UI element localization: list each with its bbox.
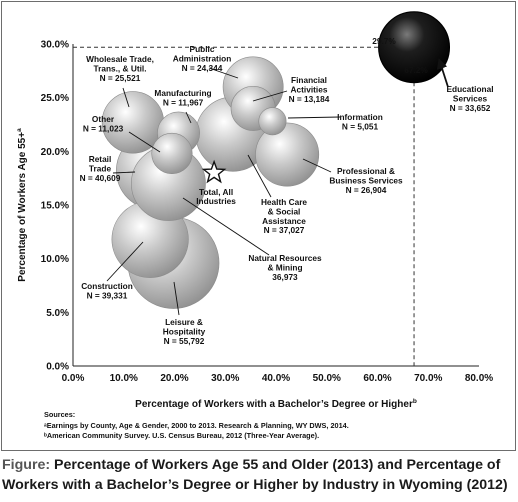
label-wholesale-trade-trans-util-: Wholesale Trade, Trans., & Util. N = 25,52… bbox=[86, 54, 154, 83]
x-tick-label: 40.0% bbox=[262, 373, 290, 384]
x-tick-label: 70.0% bbox=[414, 373, 442, 384]
label-total-all-industries: Total, All Industries bbox=[196, 187, 236, 206]
label-information: Information N = 5,051 bbox=[337, 112, 383, 131]
bubble-chart: 0.0% 10.0% 20.0% 30.0% 40.0% 50.0% 60.0% 70.0% 8… bbox=[16, 11, 494, 410]
callout-line-retail-trade bbox=[112, 171, 136, 174]
x-tick-label: 0.0% bbox=[62, 373, 85, 384]
caption-lead: Figure: bbox=[2, 457, 51, 473]
label-manufacturing: Manufacturing N = 11,967 bbox=[154, 88, 211, 107]
x-tick-label: 20.0% bbox=[160, 373, 188, 384]
y-tick-label: 30.0% bbox=[41, 40, 69, 51]
caption-text: Percentage of Workers Age 55 and Older (… bbox=[2, 457, 508, 493]
x-tick-label: 10.0% bbox=[110, 373, 138, 384]
label-health-care-social-assistance: Health Care & Social Assistance N = 37,027 bbox=[261, 197, 307, 235]
sources-title: Sources: bbox=[44, 410, 76, 419]
callout-line-other bbox=[128, 131, 161, 153]
total-star-marker bbox=[201, 159, 227, 184]
callout-line-information bbox=[287, 116, 341, 119]
x-tick-label: 60.0% bbox=[363, 373, 391, 384]
y-tick-label: 15.0% bbox=[41, 201, 69, 212]
callout-line-manufacturing bbox=[185, 111, 192, 124]
edu-x-value-label: 67.2% bbox=[404, 65, 428, 75]
bubble-professional-business-services bbox=[255, 122, 320, 187]
bubble-educational-services bbox=[378, 11, 451, 84]
y-tick-label: 5.0% bbox=[46, 308, 69, 319]
y-axis-title: Percentage of Workers Age 55+a bbox=[16, 128, 28, 282]
x-tick-label: 50.0% bbox=[313, 373, 341, 384]
label-professional-business-services: Professional & Business Services N = 26,90… bbox=[329, 166, 403, 195]
label-other: Other N = 11,023 bbox=[83, 114, 124, 133]
callout-line-health-care-social-assistance bbox=[247, 154, 272, 198]
source-b: ᵇAmerican Community Survey. U.S. Census … bbox=[44, 431, 320, 440]
y-tick-label: 25.0% bbox=[41, 93, 69, 104]
y-tick-label: 0.0% bbox=[46, 362, 69, 373]
bubble-other bbox=[151, 132, 193, 175]
callout-line-leisure-hospitality bbox=[173, 281, 180, 316]
x-axis-title: Percentage of Workers with a Bachelor’s … bbox=[135, 398, 417, 410]
x-tick-label: 30.0% bbox=[211, 373, 239, 384]
sources-note: Sources: ᵃEarnings by County, Age & Gend… bbox=[44, 410, 349, 442]
callout-line-construction bbox=[106, 241, 144, 282]
callout-line-natural-resources-mining bbox=[182, 197, 270, 256]
label-educational-services: Educational Services N = 33,652 bbox=[446, 84, 493, 113]
callout-line-wholesale-trade-trans-util- bbox=[122, 87, 130, 108]
label-leisure-hospitality: Leisure & Hospitality N = 55,792 bbox=[163, 317, 206, 346]
label-financial-activities: Financial Activities N = 13,184 bbox=[289, 75, 330, 104]
callout-line-financial-activities bbox=[252, 90, 288, 102]
callout-line-educational-services bbox=[436, 57, 449, 88]
y-tick-label: 20.0% bbox=[41, 147, 69, 158]
label-public-administration: Public Administration N = 24,344 bbox=[173, 44, 232, 73]
source-a: ᵃEarnings by County, Age & Gender, 2000 … bbox=[44, 420, 349, 430]
callout-line-public-administration bbox=[208, 67, 239, 79]
x-tick-label: 80.0% bbox=[465, 373, 493, 384]
label-natural-resources-mining: Natural Resources & Mining 36,973 bbox=[248, 253, 322, 282]
label-retail-trade: Retail Trade N = 40,609 bbox=[80, 154, 121, 183]
figure-caption: Figure: Percentage of Workers Age 55 and… bbox=[2, 455, 516, 495]
label-construction: Construction N = 39,331 bbox=[81, 281, 133, 300]
y-tick-label: 10.0% bbox=[41, 254, 69, 265]
callout-line-professional-business-services bbox=[302, 158, 332, 173]
bubble-information bbox=[258, 107, 287, 136]
edu-y-value-label: 29.7% bbox=[372, 36, 396, 46]
